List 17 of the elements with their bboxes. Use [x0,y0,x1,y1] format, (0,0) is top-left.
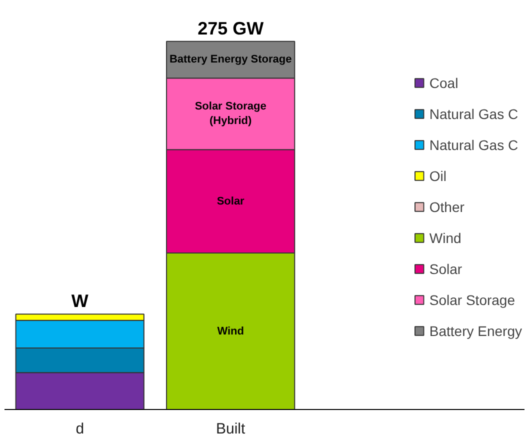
x-tick-label: Built [216,420,246,438]
legend-label: Other [429,198,464,214]
annotation: Wind [217,325,244,338]
legend-label: Natural Gas C [429,106,518,122]
annotation: Solar [216,195,246,208]
annotation: Battery Energy Storage [169,54,292,66]
legend-label: Solar [429,260,462,276]
legend-label: Natural Gas C [429,136,518,152]
annotation: W [71,291,88,312]
legend-label: Battery Energy [429,322,522,338]
legend-label: Oil [429,168,448,184]
x-tick-label: d [76,420,84,438]
legend-label: Coal [429,74,458,90]
legend-label: Solar Storage [429,292,515,308]
legend-label: Wind [429,230,462,246]
annotation: 275 GW [198,18,264,38]
annotation: Solar Storage (Hybrid) [194,100,266,128]
